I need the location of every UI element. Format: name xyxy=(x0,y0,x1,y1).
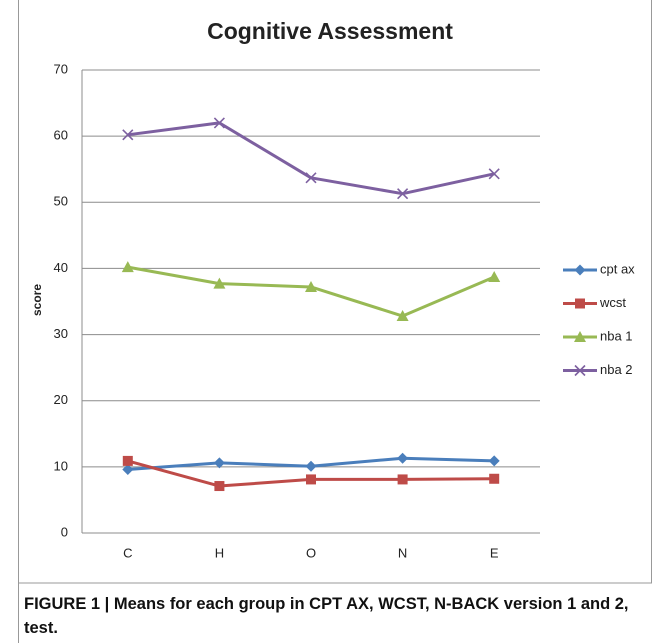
marker xyxy=(574,331,586,342)
x-tick-label: E xyxy=(490,545,499,560)
y-tick-label: 30 xyxy=(54,326,68,341)
legend-label: wcst xyxy=(599,295,626,310)
marker xyxy=(214,481,225,492)
chart-title: Cognitive Assessment xyxy=(207,18,453,44)
y-tick-label: 10 xyxy=(54,458,68,473)
marker xyxy=(397,188,409,200)
marker xyxy=(489,473,500,484)
marker xyxy=(575,298,585,309)
marker xyxy=(122,464,134,476)
marker xyxy=(213,117,225,129)
y-tick-label: 20 xyxy=(54,392,68,407)
marker xyxy=(574,364,586,377)
x-tick-label: O xyxy=(306,545,316,560)
marker xyxy=(397,452,409,464)
marker xyxy=(488,271,501,283)
x-tick-label: H xyxy=(215,545,224,560)
y-tick-label: 40 xyxy=(54,260,68,275)
marker xyxy=(306,474,316,485)
marker xyxy=(122,129,134,141)
marker xyxy=(121,261,134,273)
y-tick-label: 70 xyxy=(54,61,68,76)
chart-border xyxy=(18,0,652,584)
y-tick-label: 0 xyxy=(61,524,68,539)
marker xyxy=(305,172,317,184)
y-axis-label: score xyxy=(30,284,44,316)
series-line xyxy=(127,121,495,196)
y-tick-label: 60 xyxy=(54,128,68,143)
legend-label: nba 2 xyxy=(600,362,633,377)
marker xyxy=(396,310,409,322)
x-tick-label: N xyxy=(398,545,407,560)
caption: FIGURE 1 | Means for each group in CPT A… xyxy=(24,595,629,637)
marker xyxy=(488,455,500,467)
marker xyxy=(213,277,226,289)
marker xyxy=(397,474,408,485)
marker xyxy=(305,460,317,472)
marker xyxy=(305,280,317,292)
y-tick-label: 50 xyxy=(54,194,68,209)
legend-label: cpt ax xyxy=(600,261,635,276)
marker xyxy=(122,455,133,466)
marker xyxy=(213,457,225,469)
x-tick-label: C xyxy=(123,545,132,560)
legend-label: nba 1 xyxy=(600,328,633,343)
marker xyxy=(488,168,500,180)
marker xyxy=(574,264,586,276)
